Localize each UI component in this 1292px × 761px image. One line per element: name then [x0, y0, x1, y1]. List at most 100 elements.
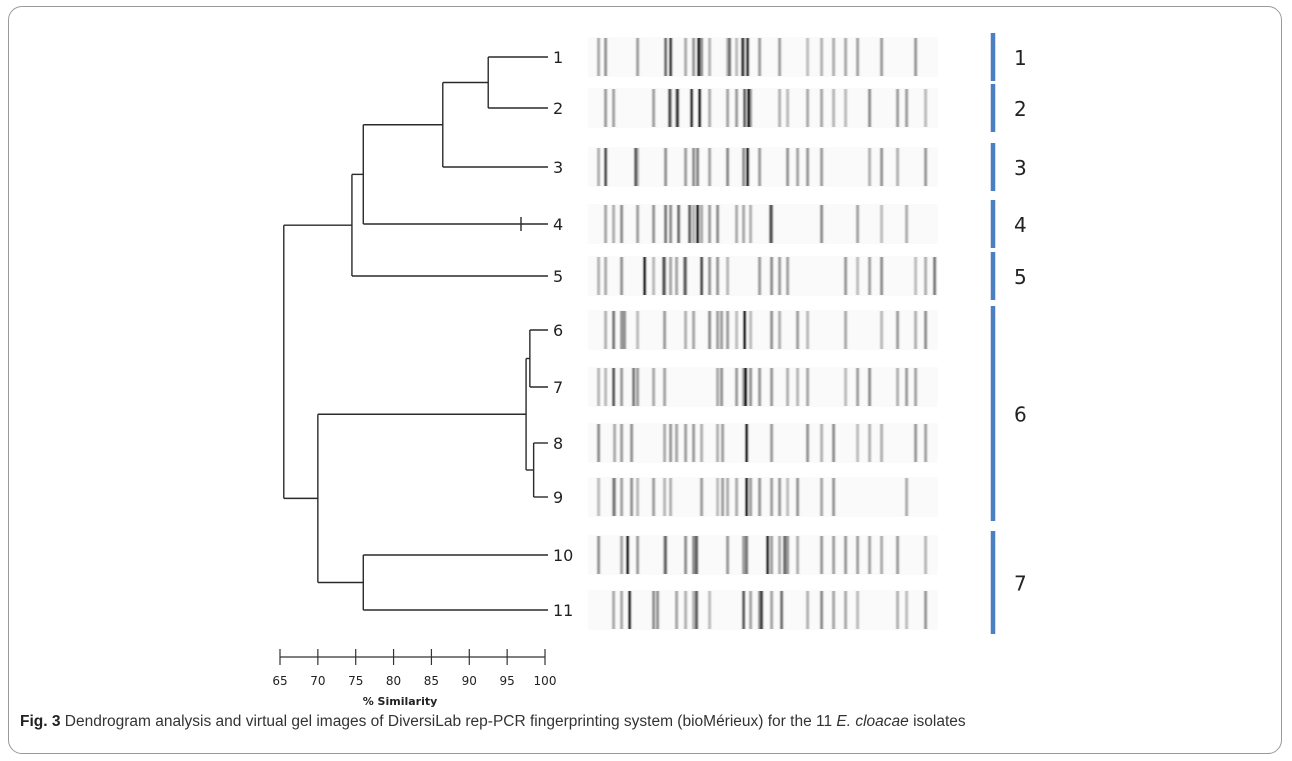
gel-lane-bg	[588, 204, 938, 244]
gel-band	[716, 311, 720, 349]
gel-lane-11	[588, 590, 938, 630]
gel-band	[924, 311, 928, 349]
gel-band	[663, 311, 667, 349]
gel-band	[868, 536, 872, 574]
gel-band	[620, 368, 624, 406]
gel-lane-bg	[588, 535, 938, 575]
gel-band	[695, 591, 699, 629]
gel-band	[749, 478, 753, 516]
gel-band	[708, 148, 712, 186]
gel-band	[924, 591, 928, 629]
gel-band	[796, 148, 800, 186]
gel-band	[758, 591, 762, 629]
gel-band	[692, 424, 696, 462]
gel-band	[652, 478, 656, 516]
scale-title: % Similarity	[363, 695, 438, 708]
gel-band	[844, 536, 848, 574]
gel-band	[786, 257, 790, 295]
gel-band	[924, 424, 928, 462]
leaf-label-9: 9	[553, 488, 563, 507]
gel-band	[716, 205, 720, 243]
gel-band	[880, 311, 884, 349]
gel-band	[896, 591, 900, 629]
gel-band	[604, 89, 608, 127]
gel-band	[597, 368, 601, 406]
gel-lane-bg	[588, 88, 938, 128]
gel-band	[778, 536, 782, 574]
gel-band	[880, 424, 884, 462]
gel-band	[745, 424, 749, 462]
cluster-label-2: 2	[1014, 97, 1027, 121]
gel-band	[675, 424, 679, 462]
gel-band	[726, 89, 730, 127]
gel-band	[806, 89, 810, 127]
gel-band	[786, 148, 790, 186]
leaf-label-8: 8	[553, 434, 563, 453]
gel-band	[669, 205, 673, 243]
gel-band	[933, 257, 937, 295]
gel-band	[896, 311, 900, 349]
gel-band	[749, 368, 753, 406]
gel-band	[844, 591, 848, 629]
gel-band	[604, 257, 608, 295]
gel-band	[806, 38, 810, 76]
gel-band	[832, 89, 836, 127]
gel-band	[905, 89, 909, 127]
gel-band	[669, 478, 673, 516]
leaf-label-10: 10	[553, 546, 573, 565]
gel-band	[806, 148, 810, 186]
gel-band	[832, 38, 836, 76]
gel-band	[749, 89, 753, 127]
gel-band	[628, 591, 632, 629]
gel-band	[743, 311, 747, 349]
gel-band	[597, 148, 601, 186]
gel-band	[820, 148, 824, 186]
gel-band	[684, 38, 688, 76]
gel-band	[914, 368, 918, 406]
gel-band	[905, 205, 909, 243]
gel-band	[632, 368, 636, 406]
gel-band	[690, 89, 694, 127]
leaf-label-11: 11	[553, 601, 573, 620]
gel-band	[652, 368, 656, 406]
gel-band	[664, 536, 668, 574]
gel-band	[749, 205, 753, 243]
gel-band	[692, 38, 696, 76]
gel-band	[708, 89, 712, 127]
gel-band	[743, 89, 747, 127]
gel-band	[692, 205, 696, 243]
gel-band	[735, 38, 739, 76]
gel-band	[604, 38, 608, 76]
gel-band	[613, 478, 617, 516]
gel-band	[634, 148, 638, 186]
gel-band	[620, 424, 624, 462]
gel-band	[692, 311, 696, 349]
gel-lane-2	[588, 88, 938, 128]
gel-band	[597, 257, 601, 295]
gel-band	[620, 591, 624, 629]
leaf-label-6: 6	[553, 321, 563, 340]
gel-band	[597, 38, 601, 76]
gel-band	[832, 536, 836, 574]
figure-caption: Fig. 3 Dendrogram analysis and virtual g…	[20, 713, 966, 731]
gel-band	[770, 257, 774, 295]
gel-band	[742, 591, 746, 629]
gel-band	[868, 148, 872, 186]
gel-band	[697, 38, 701, 76]
gel-band	[786, 536, 790, 574]
gel-band	[868, 89, 872, 127]
gel-lane-bg	[588, 256, 938, 296]
gel-band	[786, 89, 790, 127]
gel-band	[770, 368, 774, 406]
gel-band	[716, 478, 720, 516]
gel-band	[700, 424, 704, 462]
gel-band	[636, 311, 640, 349]
gel-band	[758, 368, 762, 406]
gel-band	[669, 424, 673, 462]
caption-text-end: isolates	[908, 713, 966, 730]
gel-band	[806, 368, 810, 406]
gel-band	[692, 536, 696, 574]
gel-band	[636, 478, 640, 516]
gel-band	[663, 478, 667, 516]
gel-band	[796, 311, 800, 349]
